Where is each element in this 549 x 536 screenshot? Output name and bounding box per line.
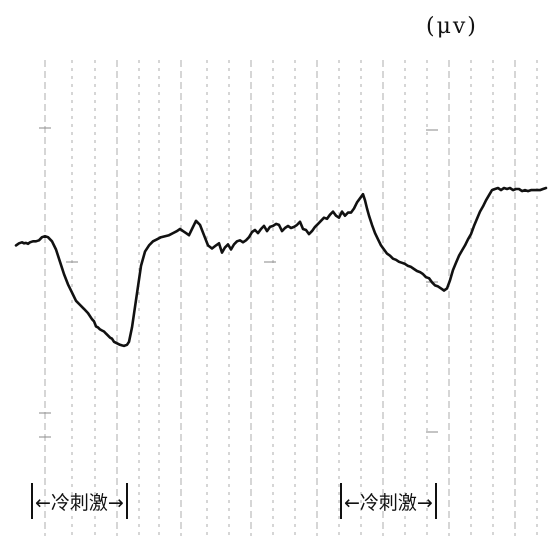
stimulus-end-bar bbox=[434, 483, 437, 519]
stimulus-start-bar bbox=[340, 483, 342, 519]
grid-lines bbox=[44, 60, 538, 536]
grid-tick-marks bbox=[39, 127, 438, 438]
cold-stimulus-label-2: ←冷刺激→ bbox=[344, 491, 433, 514]
stimulus-end-bar bbox=[125, 483, 128, 519]
stimulus-start-bar bbox=[31, 483, 33, 519]
cold-stimulus-label-1: ←冷刺激→ bbox=[35, 491, 124, 514]
cold-stimulus-marker-2: ←冷刺激→ bbox=[340, 481, 437, 521]
y-axis-unit-label: (μv) bbox=[426, 14, 478, 39]
signal-trace-line bbox=[14, 186, 548, 348]
series-group bbox=[14, 186, 548, 348]
cold-stimulus-marker-1: ←冷刺激→ bbox=[31, 481, 128, 521]
